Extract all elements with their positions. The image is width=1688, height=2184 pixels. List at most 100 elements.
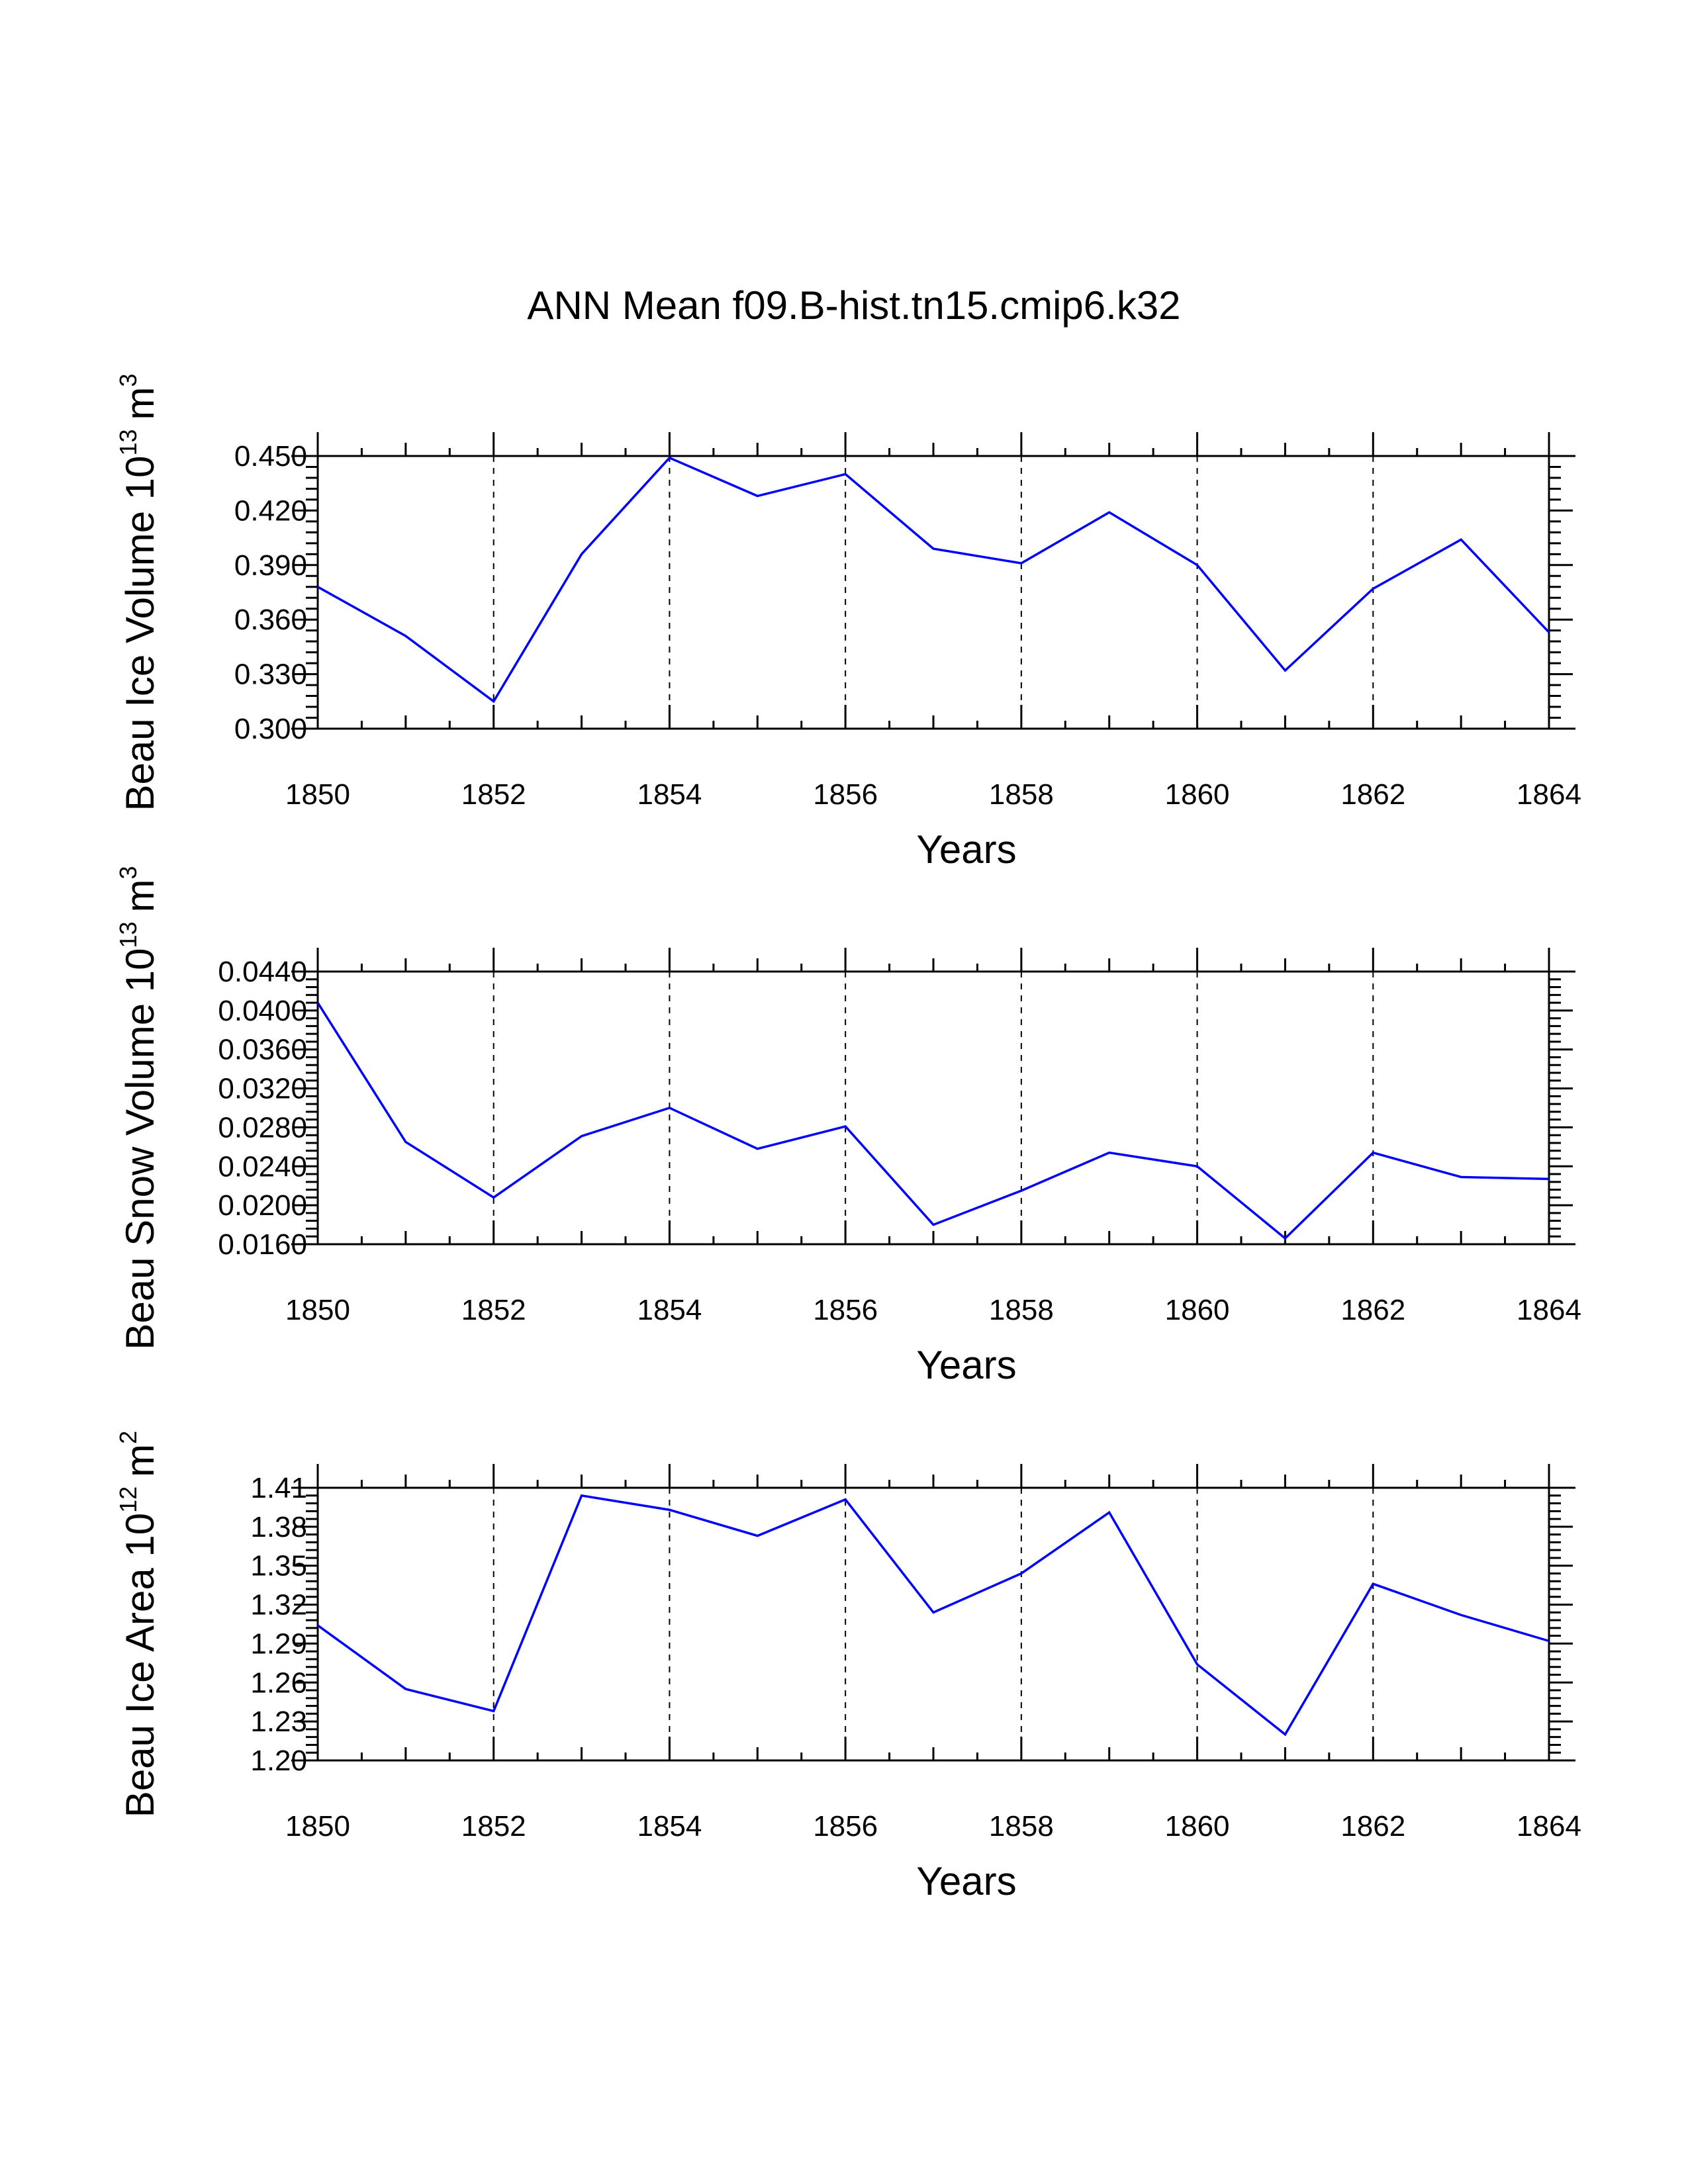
x-tick-label: 1858 bbox=[989, 1810, 1054, 1843]
data-point bbox=[1283, 1236, 1287, 1240]
x-tick-label: 1860 bbox=[1165, 1294, 1230, 1326]
data-point bbox=[580, 552, 584, 556]
y-axis-label-unit: m bbox=[118, 1444, 162, 1477]
y-tick-label: 0.0200 bbox=[218, 1189, 307, 1222]
data-point bbox=[1107, 510, 1111, 514]
data-point bbox=[1459, 1175, 1463, 1179]
data-point bbox=[1283, 668, 1287, 672]
y-tick-label: 0.360 bbox=[234, 604, 307, 636]
y-axis-label-unit: m bbox=[118, 387, 162, 420]
y-tick-label: 1.41 bbox=[250, 1472, 307, 1504]
x-tick-label: 1856 bbox=[813, 778, 878, 811]
panel-2: 1850 1852 1854 1856 1858 1860 1862 1864 0.0160 0.… bbox=[115, 866, 1581, 1387]
y-axis-label-unit: m bbox=[118, 879, 162, 912]
y-axis-label: Beau Ice Area 1012 m2 bbox=[115, 1431, 162, 1817]
y-tick-label: 0.420 bbox=[234, 494, 307, 527]
series-line bbox=[317, 456, 1550, 704]
x-tick-label: 1858 bbox=[989, 1294, 1054, 1326]
y-tick-label: 0.0280 bbox=[218, 1111, 307, 1144]
figure-title: ANN Mean f09.B-hist.tn15.cmip6.k32 bbox=[527, 283, 1180, 328]
y-tick-label: 0.390 bbox=[234, 549, 307, 582]
data-point bbox=[1547, 1639, 1551, 1643]
data-point bbox=[843, 1124, 847, 1128]
x-tick-label: 1864 bbox=[1517, 1294, 1581, 1326]
data-point bbox=[1371, 1582, 1375, 1586]
y-tick-label: 0.450 bbox=[234, 440, 307, 473]
x-tick-label: 1852 bbox=[461, 778, 526, 811]
y-tick-label: 0.0320 bbox=[218, 1073, 307, 1105]
data-point bbox=[931, 547, 935, 551]
x-tick-label: 1854 bbox=[637, 778, 702, 811]
panel-3: 1850 1852 1854 1856 1858 1860 1862 1864 1.20 1.23… bbox=[115, 1431, 1581, 1903]
y-axis-label-text: Beau Snow Volume 10 bbox=[118, 948, 162, 1349]
data-point bbox=[1283, 1733, 1287, 1737]
data-point bbox=[755, 1147, 759, 1151]
data-point bbox=[404, 1140, 408, 1144]
data-point bbox=[404, 1687, 408, 1691]
x-tick-label: 1850 bbox=[285, 778, 350, 811]
y-axis-label-exponent: 13 bbox=[115, 429, 142, 455]
data-point bbox=[1019, 1189, 1023, 1193]
data-point bbox=[316, 1001, 320, 1005]
panel-1: 1850 1852 1854 1856 1858 1860 1862 1864 0.300 0.3… bbox=[115, 373, 1581, 872]
data-point bbox=[931, 1223, 935, 1227]
panels: 1850 1852 1854 1856 1858 1860 1862 1864 0.300 0.3… bbox=[115, 373, 1581, 1903]
y-axis-label-unit-exponent: 2 bbox=[115, 1431, 142, 1444]
x-tick-label: 1862 bbox=[1340, 1294, 1405, 1326]
x-tick-label: 1862 bbox=[1340, 1810, 1405, 1843]
x-tick-label: 1860 bbox=[1165, 1810, 1230, 1843]
data-point bbox=[492, 1709, 496, 1713]
x-tick-label: 1854 bbox=[637, 1294, 702, 1326]
x-tick-label: 1864 bbox=[1517, 778, 1581, 811]
y-tick-label: 0.0160 bbox=[218, 1228, 307, 1261]
data-point bbox=[492, 1195, 496, 1199]
y-tick-label: 1.35 bbox=[250, 1550, 307, 1582]
data-point bbox=[1371, 1151, 1375, 1155]
x-axis-label: Years bbox=[916, 827, 1016, 872]
y-tick-label: 1.38 bbox=[250, 1511, 307, 1543]
series-line bbox=[316, 1002, 1550, 1240]
data-point bbox=[755, 1534, 759, 1538]
y-tick-label: 0.0360 bbox=[218, 1034, 307, 1066]
x-tick-label: 1860 bbox=[1165, 778, 1230, 811]
data-point bbox=[1019, 1571, 1023, 1575]
y-tick-label: 0.0240 bbox=[218, 1150, 307, 1183]
data-point bbox=[1371, 587, 1375, 591]
y-axis-label-unit-exponent: 3 bbox=[115, 866, 142, 879]
data-point bbox=[667, 456, 671, 460]
data-point bbox=[843, 1498, 847, 1502]
data-point bbox=[1547, 1177, 1551, 1181]
data-point bbox=[1196, 563, 1199, 567]
data-point bbox=[1196, 1164, 1199, 1168]
y-tick-label: 1.20 bbox=[250, 1745, 307, 1777]
y-axis-label: Beau Snow Volume 1013 m3 bbox=[115, 866, 162, 1349]
y-tick-label: 1.29 bbox=[250, 1627, 307, 1660]
y-axis-label: Beau Ice Volume 1013 m3 bbox=[115, 373, 162, 811]
data-point bbox=[667, 1508, 671, 1512]
x-tick-label: 1856 bbox=[813, 1810, 878, 1843]
x-tick-label: 1854 bbox=[637, 1810, 702, 1843]
y-axis-label-text: Beau Ice Area 10 bbox=[118, 1513, 162, 1817]
x-axis-label: Years bbox=[916, 1859, 1016, 1903]
data-point bbox=[316, 585, 320, 589]
plot-frame bbox=[316, 970, 1550, 1246]
data-point bbox=[1107, 1510, 1111, 1514]
x-tick-label: 1858 bbox=[989, 778, 1054, 811]
data-point bbox=[1547, 630, 1551, 634]
data-point bbox=[492, 700, 496, 704]
x-tick-label: 1856 bbox=[813, 1294, 878, 1326]
y-tick-label: 1.23 bbox=[250, 1706, 307, 1738]
x-tick-label: 1862 bbox=[1340, 778, 1405, 811]
data-point bbox=[404, 634, 408, 638]
x-axis-label: Years bbox=[916, 1343, 1016, 1387]
data-point bbox=[1019, 561, 1023, 565]
data-point bbox=[316, 1623, 320, 1627]
y-tick-label: 0.330 bbox=[234, 659, 307, 691]
data-point bbox=[667, 1106, 671, 1110]
x-tick-label: 1852 bbox=[461, 1810, 526, 1843]
plot-frame bbox=[316, 1486, 1550, 1762]
data-point bbox=[1107, 1151, 1111, 1155]
x-tick-label: 1850 bbox=[285, 1810, 350, 1843]
data-point bbox=[580, 1134, 584, 1138]
